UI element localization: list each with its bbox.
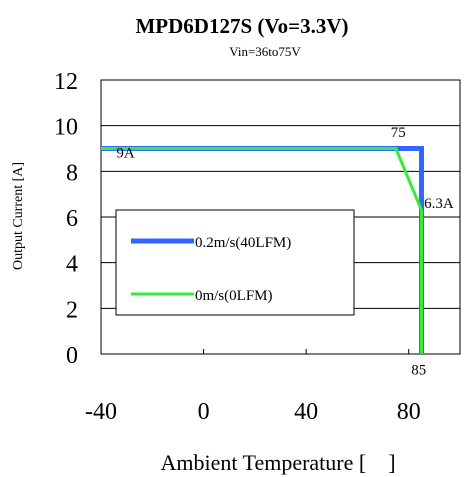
y-tick-label-10: 10 — [54, 115, 78, 141]
y-tick-label-0: 0 — [66, 343, 78, 369]
annotation-1: 75 — [391, 125, 406, 141]
y-tick-label-6: 6 — [66, 206, 78, 232]
y-tick-label-4: 4 — [66, 252, 78, 278]
y-axis-label: Output Current [A] — [11, 162, 26, 270]
axis-ticks — [100, 349, 410, 354]
plot-area-frame — [100, 79, 461, 355]
x-tick-label-80: 80 — [397, 399, 421, 425]
legend-label-1: 0m/s(0LFM) — [195, 288, 273, 304]
x-axis-label: Ambient Temperature [ ] — [160, 450, 395, 475]
y-tick-label-8: 8 — [66, 160, 78, 186]
chart-title: MPD6D127S (Vo=3.3V) — [135, 14, 348, 38]
legend-box — [115, 209, 355, 316]
legend-label-0: 0.2m/s(40LFM) — [195, 235, 291, 251]
annotation-3: 85 — [411, 363, 426, 379]
x-tick-label-40: 40 — [294, 399, 318, 425]
annotation-2: 6.3A — [424, 196, 454, 212]
annotations: 9A 75 6.3A 85 — [116, 125, 453, 378]
legend: 0.2m/s(40LFM) 0m/s(0LFM) — [115, 209, 355, 316]
y-tick-label-12: 12 — [54, 69, 78, 95]
x-tick-label-0: 0 — [198, 399, 210, 425]
y-tick-label-2: 2 — [66, 297, 78, 323]
tick-labels: 0 2 4 6 8 10 12 -40 0 40 80 — [54, 69, 421, 425]
annotation-0: 9A — [116, 146, 135, 162]
chart-subtitle: Vin=36to75V — [229, 44, 301, 59]
series-line-1 — [101, 147, 423, 354]
series-lines — [101, 146, 424, 354]
x-tick-label--40: -40 — [85, 399, 117, 425]
